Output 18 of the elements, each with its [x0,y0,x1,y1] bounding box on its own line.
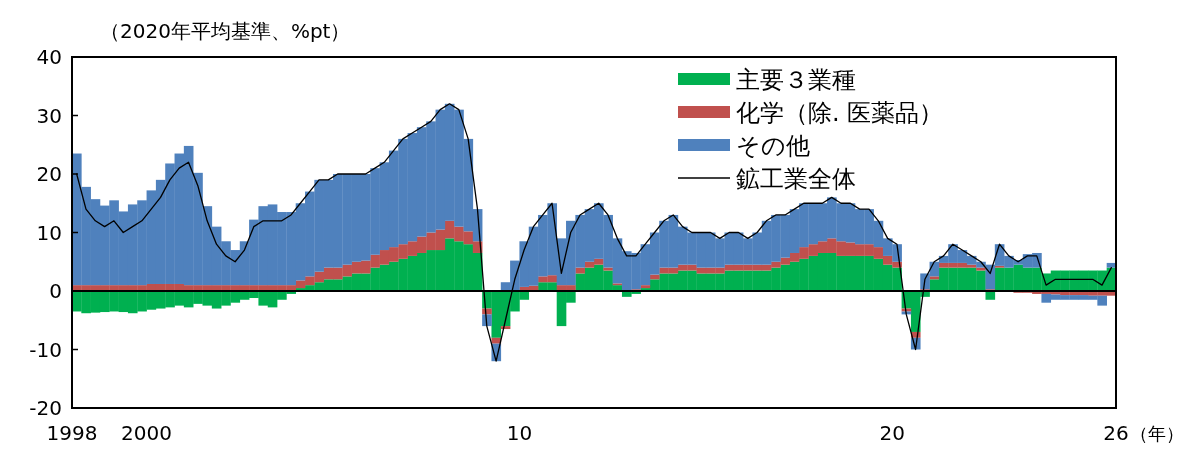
x-tick-label: 10 [506,421,533,445]
y-tick-label: 40 [36,45,62,69]
x-tick-label: 2000 [121,421,173,445]
y-tick-label: 20 [36,162,62,186]
x-tick-label: 20 [879,421,906,445]
y-tick-label: 0 [49,279,62,303]
x-tick-label: 1998 [46,421,98,445]
y-tick-label: 10 [36,220,62,245]
y-tick-label: -20 [29,396,62,420]
y-axis-title: （2020年平均基準、%pt） [100,19,351,43]
x-tick-label: 26 [1103,421,1129,445]
legend-label: 主要３業種 [736,66,856,95]
y-tick-label: 30 [36,103,62,128]
legend-label: 鉱工業全体 [736,165,856,194]
x-axis-title: （年） [1130,423,1184,444]
legend-label: 化学（除. 医薬品） [736,99,944,128]
legend-label: その他 [736,132,810,161]
y-tick-label: -10 [29,337,62,362]
